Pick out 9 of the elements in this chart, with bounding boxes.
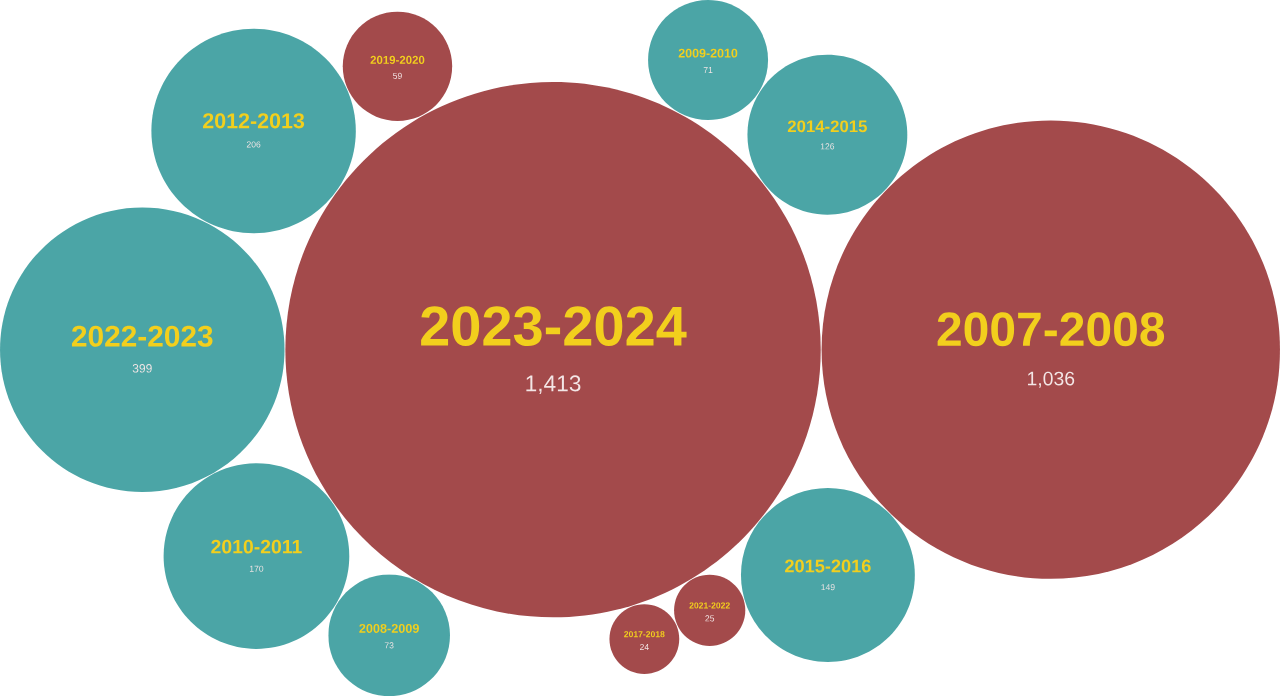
data-label: 1,413 (526, 375, 581, 395)
category-label: 2014-2015 (787, 120, 867, 133)
category-label: 2023-2024 (421, 306, 687, 346)
category-label: 2010-2011 (211, 539, 302, 554)
category-label: 2007-2008 (937, 312, 1165, 347)
data-label: 1,036 (1027, 371, 1075, 388)
category-label: 2012-2013 (203, 113, 305, 129)
category-label: 2022-2023 (71, 325, 213, 347)
category-label: 2015-2016 (785, 559, 871, 573)
